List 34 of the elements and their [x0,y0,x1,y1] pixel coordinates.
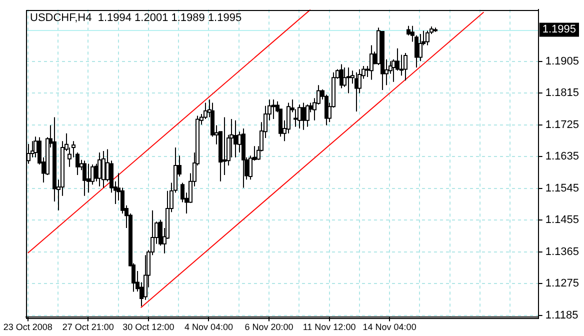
y-tick-label: 1.1815 [545,87,580,100]
y-tick-label: 1.1545 [545,182,580,194]
y-tick-label: 1.1365 [545,246,580,258]
chart-title: USDCHF,H4 1.1994 1.2001 1.1989 1.1995 [30,12,242,24]
x-tick-label: 30 Oct 12:00 [122,322,174,332]
y-tick-label: 1.1455 [545,214,580,226]
x-tick-label: 23 Oct 2008 [3,322,52,332]
candlestick [298,104,302,129]
candlestick [98,152,102,187]
x-tick-label: 14 Nov 04:00 [362,322,416,332]
y-tick-label: 1.1635 [545,150,580,163]
y-tick-label: 1.1905 [545,55,580,68]
x-tick-label: 4 Nov 04:00 [184,322,233,332]
x-tick-label: 6 Nov 20:00 [244,322,294,332]
candlestick [346,66,350,94]
candlestick [294,108,298,128]
ref-line-label: 1.1995 [542,24,576,36]
candlestick [418,33,422,62]
candlestick [426,30,430,46]
candlestick [404,52,408,82]
candlestick [392,58,396,82]
y-tick-label: 1.1185 [545,309,578,322]
candlestick [102,150,106,188]
candlestick [272,99,276,120]
candlestick [222,116,226,176]
candlestick [82,160,86,196]
y-tick-label: 1.1275 [545,278,580,290]
candlestick [306,104,310,128]
candlestick [234,120,238,158]
candlestick [86,163,90,194]
x-tick-label: 11 Nov 12:00 [302,322,356,332]
y-tick-label: 1.1725 [545,118,580,131]
candlestick [302,102,306,130]
x-tick-label: 27 Oct 21:00 [62,322,114,332]
